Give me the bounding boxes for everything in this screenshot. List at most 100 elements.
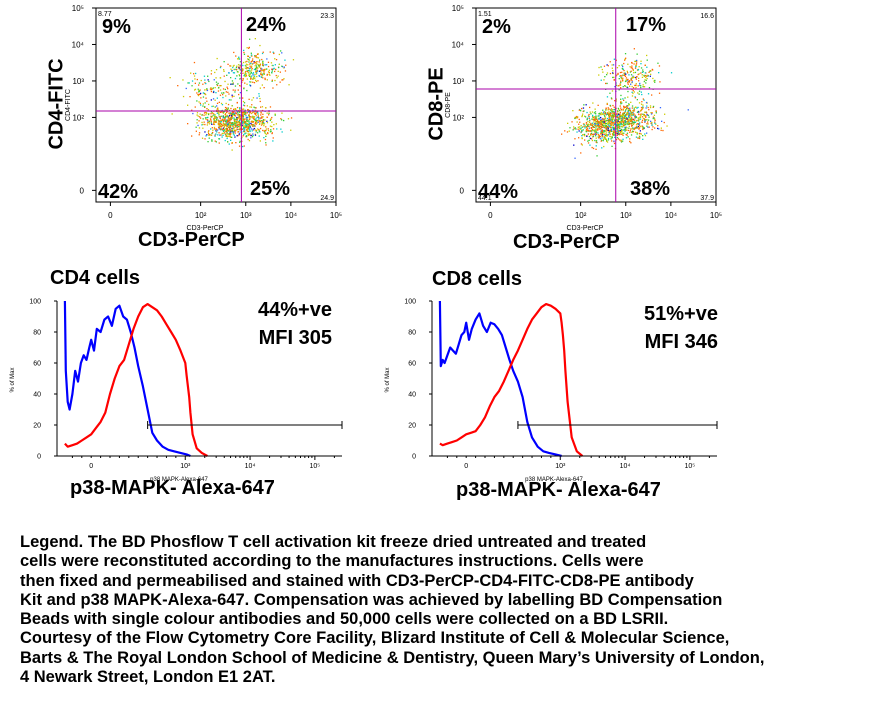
event-dot <box>204 79 206 81</box>
event-dot <box>627 113 629 115</box>
event-dot <box>250 77 252 79</box>
cd8-mfi: MFI 346 <box>644 331 718 353</box>
event-dot <box>574 116 577 119</box>
event-dot <box>631 119 633 121</box>
event-dot <box>229 124 231 126</box>
event-dot <box>231 115 233 117</box>
event-dot <box>253 76 255 78</box>
event-dot <box>619 133 621 135</box>
event-dot <box>645 79 647 81</box>
event-dot <box>215 141 217 143</box>
event-dot <box>583 124 585 126</box>
event-dot <box>636 61 638 63</box>
y-tick-label: 10² <box>72 113 84 122</box>
event-dot <box>636 133 638 135</box>
x-axis-ticks: 0 10² 10³ 10⁴ 10⁵ <box>108 202 342 220</box>
event-dot <box>224 139 226 142</box>
event-dot <box>595 135 597 137</box>
event-dot <box>234 89 236 91</box>
event-dot <box>591 138 593 140</box>
event-dot <box>248 98 250 100</box>
event-dot <box>575 117 578 119</box>
event-dot <box>629 71 632 73</box>
event-dot <box>594 122 597 124</box>
event-dot <box>620 115 622 117</box>
event-dot <box>592 135 595 138</box>
event-dot <box>622 117 624 119</box>
event-dot <box>597 119 599 121</box>
event-dot <box>642 126 644 128</box>
event-dot <box>238 120 240 123</box>
event-dot <box>639 136 641 138</box>
event-dot <box>210 90 213 93</box>
event-dot <box>252 125 254 127</box>
event-dot <box>615 84 618 86</box>
event-dot <box>239 124 242 126</box>
event-dot <box>595 128 597 130</box>
event-dot <box>632 75 634 77</box>
event-dot <box>635 76 637 79</box>
event-dot <box>259 65 261 67</box>
event-dot <box>657 125 659 127</box>
event-dot <box>235 55 237 57</box>
event-dot <box>254 67 257 69</box>
event-dot <box>218 120 220 122</box>
event-dot <box>263 125 265 127</box>
event-dot <box>237 131 240 133</box>
event-dot <box>262 121 265 124</box>
event-dot <box>204 89 206 91</box>
event-dot <box>237 111 239 113</box>
event-dot <box>236 65 238 67</box>
event-dot <box>632 87 635 89</box>
event-dot <box>611 137 613 139</box>
event-dot <box>586 119 588 121</box>
event-dot <box>623 62 625 65</box>
x-tick-label: 0 <box>464 463 468 470</box>
event-dot <box>574 127 576 129</box>
event-dot <box>638 102 641 104</box>
event-dot <box>229 117 231 119</box>
event-dot <box>238 124 240 126</box>
event-dot <box>227 115 230 118</box>
event-dot <box>261 117 263 119</box>
event-dot <box>197 115 199 117</box>
event-dot <box>606 113 608 115</box>
event-dot <box>214 71 216 74</box>
legend-line: Beads with single colour antibodies and … <box>20 610 669 629</box>
event-dot <box>640 86 642 89</box>
event-dot <box>224 133 227 135</box>
event-dot <box>245 115 247 117</box>
event-dot <box>210 134 212 136</box>
event-dot <box>640 72 642 74</box>
event-dot <box>613 140 615 142</box>
event-dot <box>231 80 234 82</box>
event-dot <box>618 129 620 132</box>
event-dot <box>278 66 280 69</box>
event-dot <box>605 117 607 119</box>
event-dot <box>239 75 241 77</box>
event-dot <box>259 119 261 121</box>
event-dot <box>646 114 648 116</box>
event-dot <box>611 117 613 119</box>
event-dot <box>639 116 641 118</box>
event-dot <box>605 107 607 109</box>
event-dot <box>651 121 653 124</box>
event-dot <box>259 127 262 130</box>
event-dot <box>194 89 196 91</box>
event-dot <box>233 118 235 120</box>
event-dot <box>257 57 260 59</box>
event-dot <box>627 123 629 126</box>
event-dot <box>637 117 639 119</box>
event-dot <box>578 123 580 125</box>
event-dot <box>589 106 591 109</box>
event-dot <box>269 125 272 127</box>
event-dot <box>628 103 630 105</box>
event-dot <box>248 46 250 49</box>
event-dot <box>630 112 632 115</box>
event-dot <box>595 133 598 135</box>
event-dot <box>205 93 207 96</box>
event-dot <box>614 116 616 118</box>
event-dot <box>207 116 209 119</box>
event-dot <box>242 61 245 64</box>
event-dot <box>255 69 257 71</box>
